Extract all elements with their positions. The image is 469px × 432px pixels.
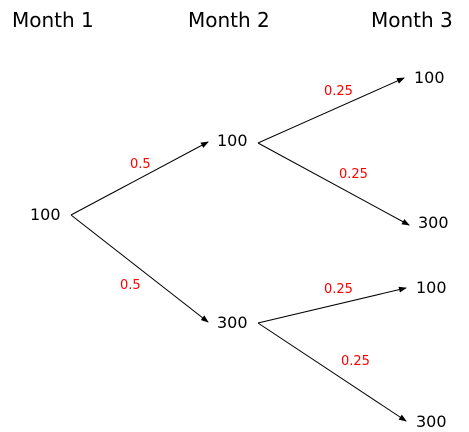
node-month2-top: 100: [217, 131, 248, 150]
prob-m2-bottom-to-m3-3: 0.25: [324, 282, 353, 297]
edge-root-to-m2-top: [70, 141, 209, 216]
edge-m2-bottom-to-m3-4: [257, 322, 407, 422]
edge-m2-bottom-to-m3-3: [257, 286, 407, 324]
prob-root-to-m2-bottom: 0.5: [120, 278, 141, 293]
edge-m2-top-to-m3-1: [257, 77, 405, 144]
node-month3-2: 300: [418, 213, 449, 232]
header-month-1: Month 1: [12, 8, 94, 32]
node-month2-bottom: 300: [217, 313, 248, 332]
prob-m2-top-to-m3-1: 0.25: [324, 84, 353, 99]
node-month3-3: 100: [416, 278, 447, 297]
edge-m2-top-to-m3-2: [257, 142, 410, 226]
prob-root-to-m2-top: 0.5: [130, 157, 151, 172]
prob-m2-bottom-to-m3-4: 0.25: [341, 354, 370, 369]
node-month3-4: 300: [416, 412, 447, 431]
prob-m2-top-to-m3-2: 0.25: [339, 167, 368, 182]
node-root: 100: [30, 205, 61, 224]
header-month-3: Month 3: [371, 8, 453, 32]
edge-root-to-m2-bottom: [70, 214, 209, 323]
header-month-2: Month 2: [188, 8, 270, 32]
node-month3-1: 100: [414, 68, 445, 87]
